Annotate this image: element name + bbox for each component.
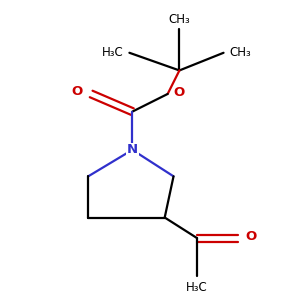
Text: O: O	[71, 85, 82, 98]
Text: CH₃: CH₃	[230, 46, 251, 59]
Text: O: O	[173, 86, 185, 99]
Text: N: N	[127, 143, 138, 156]
Text: O: O	[246, 230, 257, 243]
Text: H₃C: H₃C	[102, 46, 124, 59]
Text: CH₃: CH₃	[169, 13, 190, 26]
Text: H₃C: H₃C	[186, 281, 208, 294]
